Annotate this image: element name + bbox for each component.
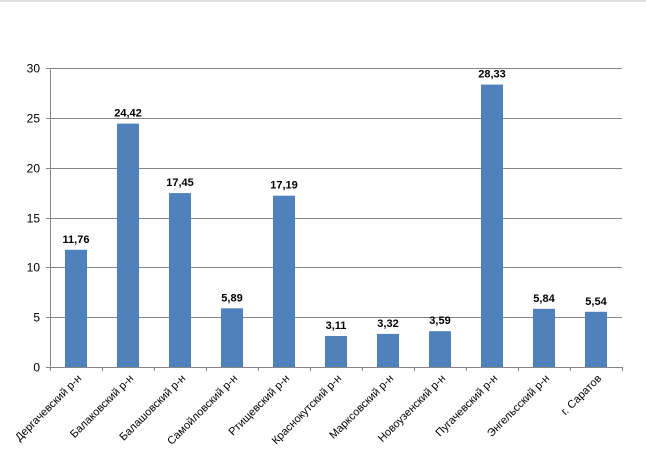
x-tick-label: г. Саратов [559,373,604,418]
y-tick-label: 25 [27,112,41,126]
bar [429,331,451,367]
data-labels: 11,76 24,42 17,45 5,89 17,19 3,11 3,32 3,59 28,3… [63,69,608,332]
data-label: 5,89 [221,292,242,304]
bar [377,333,399,367]
data-label: 11,76 [63,234,90,246]
bar [481,84,503,367]
data-label: 24,42 [114,108,142,120]
bar [533,308,555,367]
bar [325,336,347,367]
y-tick-label: 20 [27,162,41,176]
bar [169,193,191,367]
data-label: 3,59 [429,315,450,327]
data-label: 3,11 [326,320,347,332]
bars [65,84,607,367]
y-tick-label: 0 [33,361,40,375]
y-tick-label: 15 [27,212,41,226]
y-tick-label: 30 [27,62,41,76]
bar [273,195,295,367]
axes [50,68,622,368]
data-label: 5,84 [533,293,555,305]
data-label: 28,33 [478,69,506,81]
data-label: 5,54 [585,296,607,308]
bar [585,311,607,367]
y-tick-label: 10 [27,261,41,275]
data-label: 17,19 [270,180,298,192]
data-label: 17,45 [166,177,194,189]
gridlines [50,68,622,318]
bar [65,249,87,367]
data-label: 3,32 [377,318,398,330]
bar [221,308,243,367]
y-axis-ticks: 0 5 10 15 20 25 30 [27,62,50,375]
bar [117,123,139,367]
y-tick-label: 5 [33,311,40,325]
